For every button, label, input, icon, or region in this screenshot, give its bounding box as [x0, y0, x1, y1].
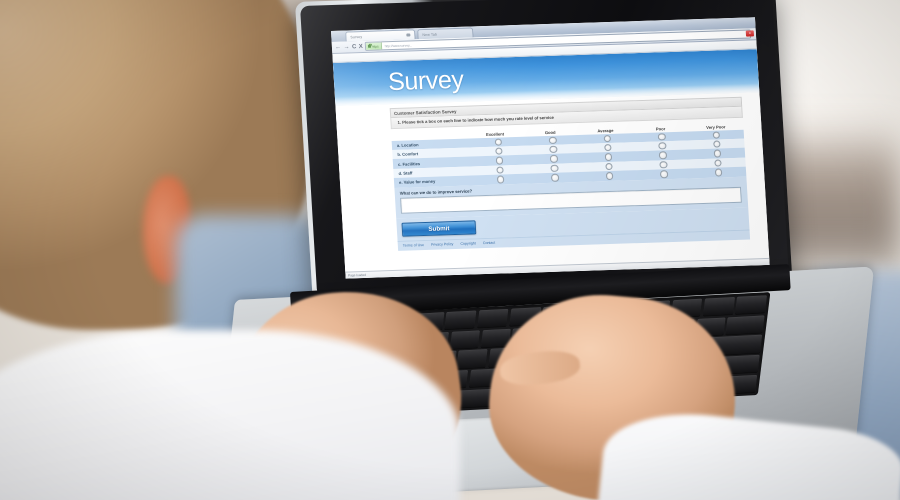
radio-button[interactable]	[603, 134, 612, 143]
stop-icon[interactable]: X	[358, 43, 364, 50]
rating-row-label: c. Facilities	[397, 160, 421, 167]
radio-button[interactable]	[658, 132, 666, 141]
footer-link-privacy-policy[interactable]: Privacy Policy	[430, 242, 454, 247]
radio-button[interactable]	[713, 149, 722, 158]
lock-icon	[368, 44, 371, 48]
footer-link-terms-of-use[interactable]: Terms of Use	[402, 243, 425, 248]
radio-button[interactable]	[494, 138, 503, 146]
radio-button[interactable]	[494, 147, 503, 156]
radio-button[interactable]	[550, 164, 559, 173]
radio-button[interactable]	[712, 131, 721, 139]
page-title: Survey	[387, 65, 465, 97]
radio-button[interactable]	[605, 172, 614, 180]
radio-button[interactable]	[548, 136, 557, 144]
window-close-button[interactable]: ×	[745, 29, 755, 37]
rating-row-label: e. Value for money	[398, 178, 436, 186]
radio-button[interactable]	[714, 159, 723, 167]
radio-button[interactable]	[496, 175, 505, 184]
radio-button[interactable]	[714, 168, 723, 177]
radio-button[interactable]	[660, 170, 669, 178]
radio-button[interactable]	[659, 151, 667, 160]
radio-button[interactable]	[605, 162, 613, 171]
radio-button[interactable]	[495, 166, 504, 174]
radio-button[interactable]	[659, 160, 668, 169]
radio-button[interactable]	[603, 143, 612, 152]
tab-new-tab-label: New Tab	[422, 32, 438, 37]
submit-button[interactable]: Submit	[401, 220, 477, 237]
https-label: https	[371, 43, 379, 49]
radio-button[interactable]	[549, 155, 558, 163]
rating-row-label: a. Location	[396, 141, 419, 148]
rating-row-label: d. Staff	[398, 170, 413, 176]
content-left-gutter	[335, 108, 400, 272]
radio-button[interactable]	[495, 156, 504, 165]
radio-button[interactable]	[551, 173, 559, 182]
close-icon[interactable]	[406, 33, 411, 37]
rating-row-label: b. Comfort	[397, 151, 419, 158]
footer-link-contact[interactable]: Contact	[482, 240, 496, 246]
forward-arrow-icon[interactable]: →	[343, 43, 350, 51]
page-content: Customer Satisfaction Survey 1. Please t…	[335, 92, 769, 272]
person-shoulder-left	[0, 330, 460, 500]
tab-survey-label: Survey	[350, 34, 363, 39]
radio-button[interactable]	[713, 140, 721, 149]
footer-link-copyright[interactable]: Copyright	[460, 241, 476, 246]
laptop-screen: Survey New Tab ← → C X	[331, 17, 770, 279]
survey-page: Survey Customer Satisfaction Survey 1. P…	[332, 49, 770, 279]
https-badge: https	[366, 42, 382, 50]
radio-button[interactable]	[549, 145, 558, 154]
browser-window: Survey New Tab ← → C X	[331, 17, 770, 279]
reload-icon[interactable]: C	[351, 43, 357, 50]
survey-card: Customer Satisfaction Survey 1. Please t…	[389, 96, 752, 270]
radio-button[interactable]	[658, 142, 667, 150]
radio-button[interactable]	[604, 153, 613, 161]
url-text: http://www.survey...	[384, 42, 413, 48]
back-arrow-icon[interactable]: ←	[334, 44, 342, 51]
